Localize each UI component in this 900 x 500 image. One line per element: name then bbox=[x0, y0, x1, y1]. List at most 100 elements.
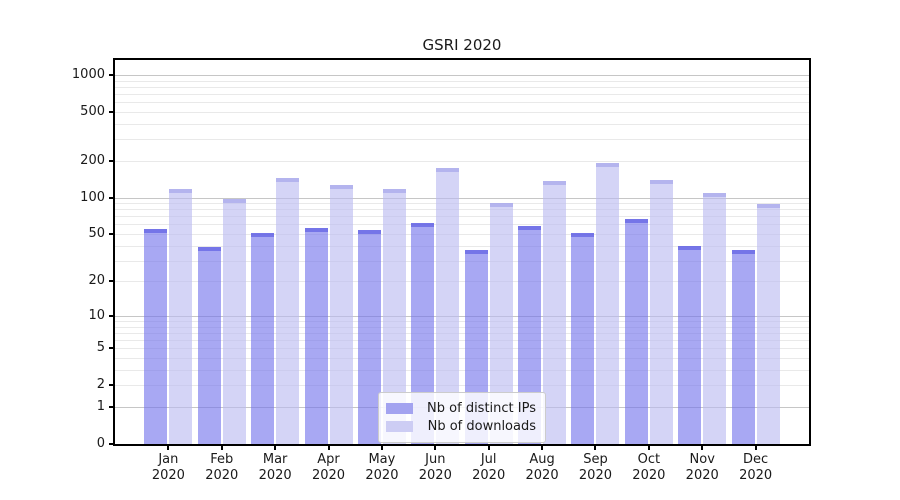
x-tick-mark bbox=[541, 446, 544, 450]
plot-area bbox=[113, 58, 811, 446]
minor-gridline bbox=[115, 245, 809, 247]
minor-gridline bbox=[115, 112, 809, 114]
bar-distinct-ips-sep bbox=[571, 233, 595, 444]
minor-gridline bbox=[115, 216, 809, 218]
y-tick-label: 2 bbox=[96, 377, 105, 393]
bar-distinct-ips-may bbox=[357, 230, 381, 444]
minor-gridline bbox=[115, 86, 809, 88]
x-tick-year: 2020 bbox=[258, 468, 292, 483]
x-tick-label-sep: Sep 2020 bbox=[565, 452, 625, 484]
x-tick-label-jun: Jun 2020 bbox=[405, 452, 465, 484]
legend: Nb of distinct IPs Nb of downloads bbox=[378, 392, 546, 443]
x-tick-label-jan: Jan 2020 bbox=[138, 452, 198, 484]
bar-downloads-oct bbox=[649, 179, 673, 444]
y-tick-mark bbox=[109, 196, 113, 199]
x-tick-year: 2020 bbox=[632, 468, 666, 483]
y-tick-label: 5 bbox=[96, 340, 105, 356]
bar-distinct-ips-jun bbox=[411, 222, 435, 444]
legend-item-downloads: Nb of downloads bbox=[386, 418, 536, 435]
legend-swatch-distinct-ips bbox=[386, 403, 413, 414]
major-gridline bbox=[115, 197, 809, 199]
minor-gridline bbox=[115, 234, 809, 236]
x-tick-mark bbox=[274, 446, 277, 450]
x-tick-label-mar: Mar 2020 bbox=[245, 452, 305, 484]
minor-gridline bbox=[115, 94, 809, 96]
minor-gridline bbox=[115, 385, 809, 387]
x-tick-year: 2020 bbox=[472, 468, 506, 483]
x-tick-mark bbox=[327, 446, 330, 450]
legend-item-distinct-ips: Nb of distinct IPs bbox=[386, 400, 536, 417]
x-tick-mark bbox=[754, 446, 757, 450]
legend-label-distinct-ips: Nb of distinct IPs bbox=[427, 401, 536, 416]
major-gridline bbox=[115, 315, 809, 317]
minor-gridline bbox=[115, 326, 809, 328]
y-tick-mark bbox=[109, 280, 113, 283]
bar-downloads-jan bbox=[169, 188, 193, 444]
bar-downloads-nov bbox=[703, 192, 727, 444]
minor-gridline bbox=[115, 160, 809, 162]
y-tick-mark bbox=[109, 111, 113, 114]
minor-gridline bbox=[115, 332, 809, 334]
x-tick-year: 2020 bbox=[418, 468, 452, 483]
minor-gridline bbox=[115, 102, 809, 104]
x-tick-mark bbox=[487, 446, 490, 450]
bar-downloads-dec bbox=[756, 204, 780, 444]
y-tick-mark bbox=[109, 314, 113, 317]
x-tick-mark bbox=[434, 446, 437, 450]
x-tick-label-dec: Dec 2020 bbox=[726, 452, 786, 484]
bar-distinct-ips-jan bbox=[144, 229, 168, 444]
bar-downloads-apr bbox=[329, 185, 353, 444]
x-tick-year: 2020 bbox=[578, 468, 612, 483]
y-tick-mark bbox=[109, 347, 113, 350]
minor-gridline bbox=[115, 358, 809, 360]
y-tick-label: 1 bbox=[96, 398, 105, 414]
x-tick-year: 2020 bbox=[151, 468, 185, 483]
y-tick-mark bbox=[109, 384, 113, 387]
bar-distinct-ips-nov bbox=[678, 245, 702, 444]
x-tick-mark bbox=[701, 446, 704, 450]
y-tick-label: 10 bbox=[88, 307, 105, 323]
x-tick-year: 2020 bbox=[205, 468, 239, 483]
x-tick-year: 2020 bbox=[739, 468, 773, 483]
minor-gridline bbox=[115, 80, 809, 82]
bar-downloads-jun bbox=[436, 168, 460, 444]
y-tick-label: 0 bbox=[96, 436, 105, 451]
x-tick-mark bbox=[594, 446, 597, 450]
minor-gridline bbox=[115, 321, 809, 323]
x-tick-label-jul: Jul 2020 bbox=[459, 452, 519, 484]
y-tick-mark bbox=[109, 443, 113, 445]
x-tick-mark bbox=[647, 446, 650, 450]
y-tick-mark bbox=[109, 233, 113, 236]
x-tick-year: 2020 bbox=[525, 468, 559, 483]
x-tick-mark bbox=[220, 446, 223, 450]
x-tick-mark bbox=[380, 446, 383, 450]
x-tick-label-feb: Feb 2020 bbox=[192, 452, 252, 484]
bar-downloads-sep bbox=[596, 162, 620, 444]
x-tick-year: 2020 bbox=[311, 468, 346, 483]
chart-title: GSRI 2020 bbox=[422, 36, 502, 54]
y-tick-mark bbox=[109, 159, 113, 162]
x-tick-label-nov: Nov 2020 bbox=[672, 452, 732, 484]
x-tick-year: 2020 bbox=[365, 468, 399, 483]
x-tick-label-oct: Oct 2020 bbox=[619, 452, 679, 484]
bar-downloads-may bbox=[382, 189, 406, 444]
bar-distinct-ips-dec bbox=[731, 249, 755, 444]
minor-gridline bbox=[115, 340, 809, 342]
x-tick-label-apr: Apr 2020 bbox=[299, 452, 359, 484]
y-tick-mark bbox=[109, 74, 113, 77]
minor-gridline bbox=[115, 139, 809, 141]
bar-distinct-ips-feb bbox=[197, 247, 221, 444]
major-gridline bbox=[115, 75, 809, 77]
legend-swatch-downloads bbox=[386, 421, 413, 432]
bar-downloads-mar bbox=[276, 178, 300, 444]
bar-downloads-jul bbox=[489, 203, 513, 444]
bar-downloads-aug bbox=[543, 180, 567, 444]
legend-label-downloads: Nb of downloads bbox=[427, 419, 536, 434]
y-tick-label: 50 bbox=[88, 226, 105, 242]
y-tick-label: 1000 bbox=[71, 67, 105, 83]
minor-gridline bbox=[115, 369, 809, 371]
bar-distinct-ips-aug bbox=[518, 226, 542, 444]
y-tick-label: 500 bbox=[80, 104, 105, 120]
x-tick-label-aug: Aug 2020 bbox=[512, 452, 572, 484]
